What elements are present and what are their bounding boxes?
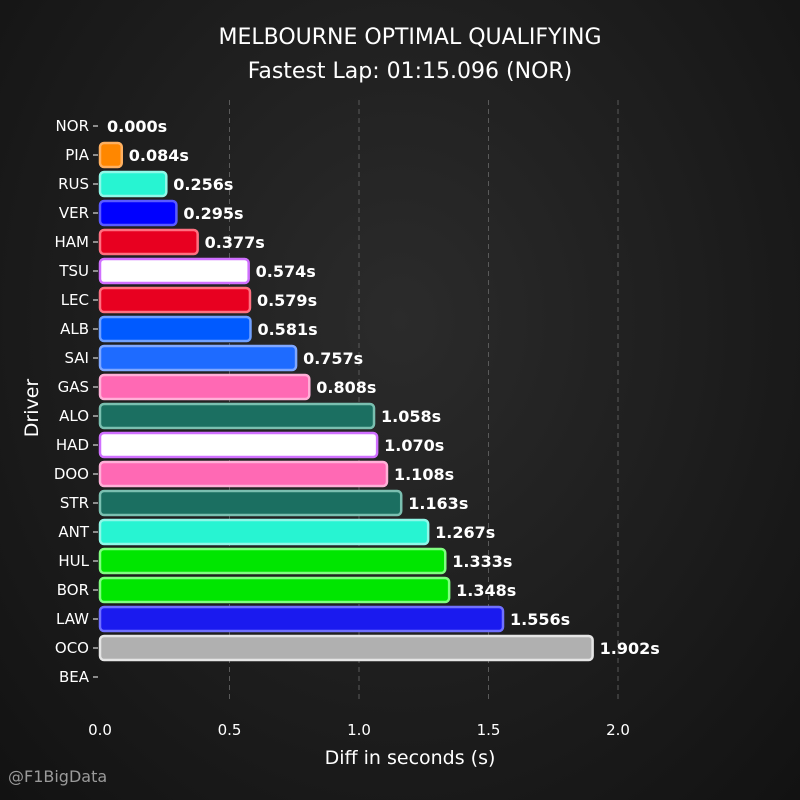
y-tick-label: VER <box>59 204 89 222</box>
data-label-ver: 0.295s <box>183 204 243 223</box>
x-tick-label: 1.0 <box>347 721 371 739</box>
data-label-sai: 0.757s <box>303 349 363 368</box>
x-tick-label: 2.0 <box>606 721 630 739</box>
y-tick-labels: NOR PIA RUS VER HAM TSU LEC ALB SAI GAS ALO HAD DOO S… <box>54 117 98 686</box>
y-tick-label: SAI <box>65 349 90 367</box>
y-tick-label: LEC <box>61 291 89 309</box>
y-tick-label: BOR <box>57 581 89 599</box>
y-tick-label: ALB <box>60 320 89 338</box>
data-label-had: 1.070s <box>384 436 444 455</box>
bar-lec <box>98 286 252 314</box>
bar-tsu <box>98 257 250 285</box>
bar-sai <box>98 344 298 372</box>
data-label-tsu: 0.574s <box>256 262 316 281</box>
bar-pia <box>98 141 124 169</box>
data-labels: 0.000s 0.084s 0.256s 0.295s 0.377s 0.574s 0.57… <box>107 117 660 658</box>
data-label-doo: 1.108s <box>394 465 454 484</box>
data-label-law: 1.556s <box>510 610 570 629</box>
data-label-str: 1.163s <box>408 494 468 513</box>
y-tick-label: GAS <box>58 378 89 396</box>
bar-alo <box>98 402 376 430</box>
chart-subtitle: Fastest Lap: 01:15.096 (NOR) <box>248 59 573 84</box>
y-tick-label: TSU <box>58 262 89 280</box>
y-tick-label: HAD <box>56 436 89 454</box>
data-label-bor: 1.348s <box>456 581 516 600</box>
bar-ham <box>98 228 199 256</box>
y-tick-label: NOR <box>56 117 89 135</box>
watermark: @F1BigData <box>8 767 107 786</box>
bar-str <box>98 489 403 517</box>
y-tick-label: ANT <box>58 523 89 541</box>
data-label-alo: 1.058s <box>381 407 441 426</box>
bar-doo <box>98 460 389 488</box>
bar-ver <box>98 199 178 227</box>
data-label-hul: 1.333s <box>452 552 512 571</box>
bar-oco <box>98 634 594 662</box>
y-axis-label: Driver <box>21 379 43 438</box>
x-tick-label: 0.0 <box>88 721 112 739</box>
y-tick-label: STR <box>60 494 89 512</box>
bar-hul <box>98 547 447 575</box>
y-tick-label: DOO <box>54 465 89 483</box>
data-label-alb: 0.581s <box>257 320 317 339</box>
bar-bor <box>98 576 451 604</box>
y-tick-label: BEA <box>59 668 90 686</box>
x-tick-labels: 0.0 0.5 1.0 1.5 2.0 <box>88 721 630 739</box>
bar-law <box>98 605 505 633</box>
y-tick-label: RUS <box>58 175 89 193</box>
data-label-oco: 1.902s <box>600 639 660 658</box>
x-tick-label: 0.5 <box>218 721 242 739</box>
data-label-gas: 0.808s <box>316 378 376 397</box>
bars <box>98 141 594 662</box>
y-tick-label: OCO <box>55 639 89 657</box>
bar-ant <box>98 518 430 546</box>
y-tick-label: HAM <box>55 233 89 251</box>
data-label-nor: 0.000s <box>107 117 167 136</box>
y-tick-label: LAW <box>56 610 89 628</box>
data-label-ham: 0.377s <box>205 233 265 252</box>
y-tick-label: HUL <box>58 552 89 570</box>
bar-had <box>98 431 379 459</box>
data-label-pia: 0.084s <box>129 146 189 165</box>
data-label-rus: 0.256s <box>173 175 233 194</box>
x-tick-label: 1.5 <box>477 721 501 739</box>
chart-title: MELBOURNE OPTIMAL QUALIFYING <box>219 25 602 50</box>
y-tick-label: ALO <box>59 407 89 425</box>
data-label-lec: 0.579s <box>257 291 317 310</box>
bar-rus <box>98 170 168 198</box>
y-tick-label: PIA <box>65 146 89 164</box>
x-axis-label: Diff in seconds (s) <box>325 747 496 769</box>
bar-alb <box>98 315 252 343</box>
bar-gas <box>98 373 311 401</box>
data-label-ant: 1.267s <box>435 523 495 542</box>
